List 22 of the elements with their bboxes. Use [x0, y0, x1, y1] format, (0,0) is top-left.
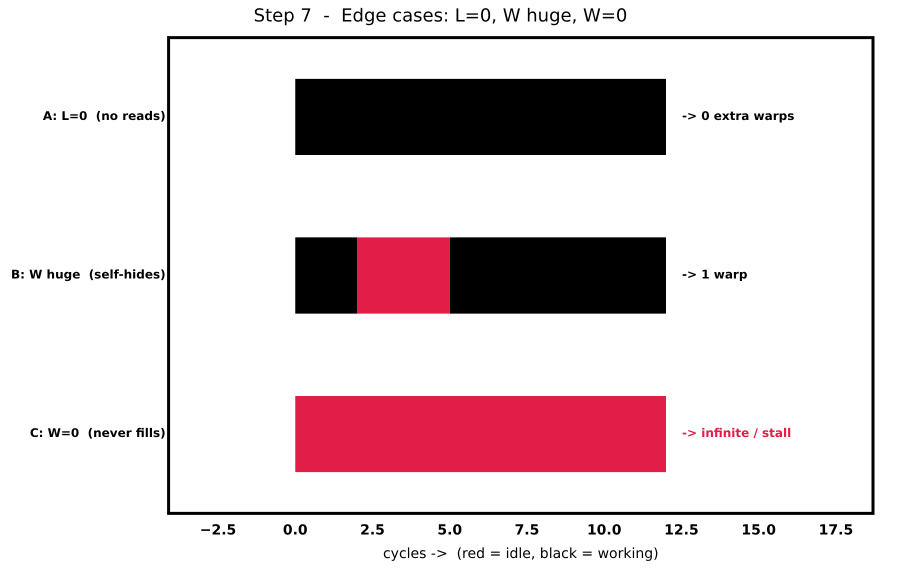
x-tick-label: 5.0: [437, 522, 462, 538]
bar: [450, 237, 666, 314]
chart-title: Step 7 - Edge cases: L=0, W huge, W=0: [254, 5, 628, 26]
bar: [295, 396, 666, 472]
y-tick-label: B: W huge (self-hides): [10, 268, 166, 282]
x-axis-title: cycles -> (red = idle, black = working): [382, 546, 659, 562]
x-tick-label: 17.5: [818, 522, 854, 538]
annotation: -> 1 warp: [682, 268, 748, 282]
bar: [357, 237, 450, 314]
x-tick-label: 12.5: [664, 522, 699, 538]
x-tick-label: −2.5: [200, 522, 236, 538]
x-tick-label: 0.0: [282, 522, 308, 538]
bar: [295, 237, 358, 314]
y-tick-label: A: L=0 (no reads): [42, 109, 166, 124]
annotation: -> 0 extra warps: [682, 109, 794, 124]
x-tick-label: 15.0: [741, 522, 776, 538]
bar: [295, 78, 666, 155]
x-tick-label: 10.0: [586, 522, 622, 538]
x-tick-label: 7.5: [514, 522, 540, 538]
annotation: -> infinite / stall: [682, 426, 792, 440]
x-tick-label: 2.5: [360, 522, 385, 538]
y-tick-label: C: W=0 (never fills): [30, 426, 166, 440]
